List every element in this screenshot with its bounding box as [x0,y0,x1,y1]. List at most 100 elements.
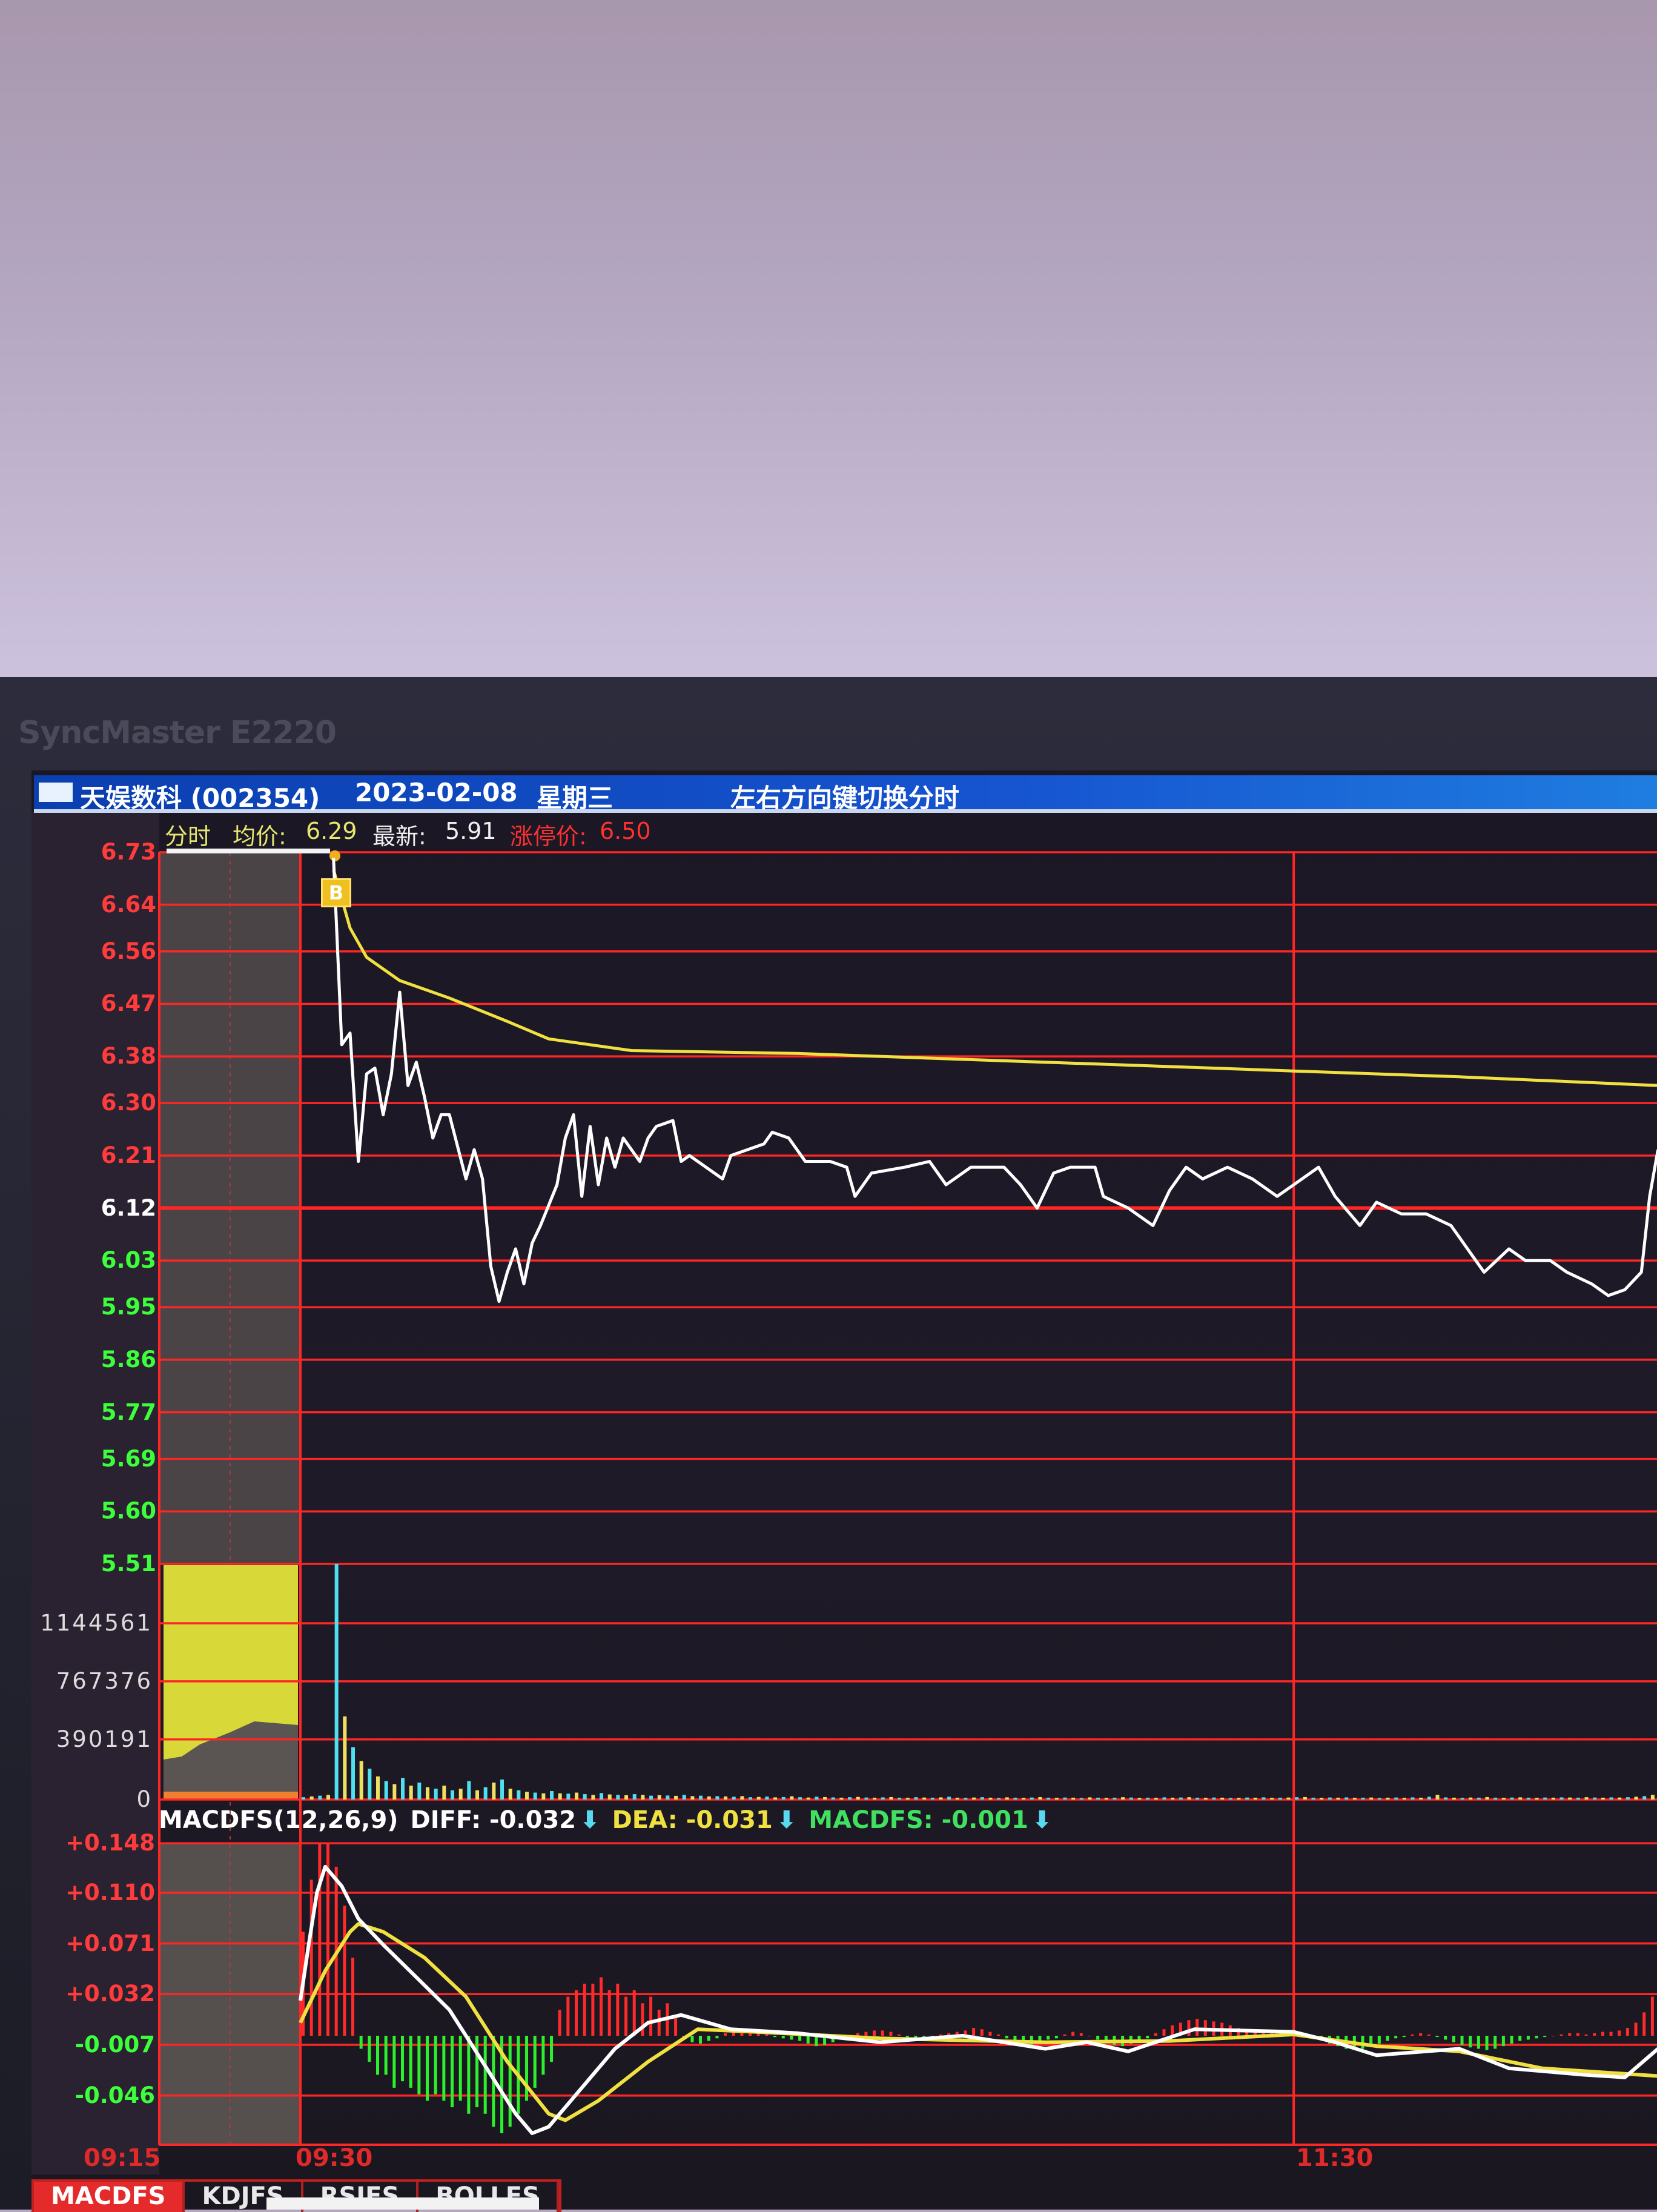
volume-bar [1311,1797,1315,1800]
volume-bar [1162,1797,1166,1800]
macdfs-bar [856,2033,859,2036]
price-axis-label: 5.51 [101,1551,156,1577]
volume-bar [376,1776,380,1800]
volume-bar [1071,1797,1076,1800]
macdfs-bar [1054,2036,1058,2039]
volume-bar [624,1795,629,1800]
macdfs-bar [1047,2036,1050,2040]
macdfs-bar [1510,2036,1513,2044]
volume-bar [1568,1797,1572,1800]
volume-bar [1551,1797,1555,1800]
price-axis-label: 6.64 [101,891,156,918]
volume-bar [690,1796,695,1800]
time-label-1130: 11:30 [1296,2144,1374,2172]
macdfs-bar [657,2010,661,2036]
axis-column [31,812,159,2174]
volume-bar [1386,1797,1390,1800]
volume-bar [1022,1798,1026,1800]
macdfs-bar [475,2036,479,2108]
volume-bar [442,1786,446,1800]
volume-bar [955,1797,959,1800]
macdfs-bar [1477,2036,1480,2049]
macdfs-bar [1162,2029,1166,2036]
time-label-0915: 09:15 [84,2144,161,2172]
volume-bar [1634,1796,1638,1800]
macdfs-bar [343,1906,346,2036]
volume-bar [815,1796,819,1800]
volume-bar [1179,1797,1183,1800]
volume-bar [1278,1797,1282,1800]
macdfs-bar [533,2036,537,2088]
volume-bar [1237,1798,1241,1800]
macdfs-bar [1593,2033,1596,2036]
macdfs-bar [426,2036,429,2101]
volume-bar [889,1796,893,1800]
volume-bar [500,1779,504,1800]
macdfs-bar [1137,2036,1141,2041]
volume-bar [1576,1797,1580,1800]
macdfs-bar [1196,2019,1199,2036]
macdfs-bar [889,2032,893,2036]
white-overlay-strip [266,2197,539,2210]
macdfs-bar [1601,2032,1604,2036]
macdfs-bar [1377,2036,1381,2044]
macdfs-bar [376,2036,380,2075]
volume-bar [1286,1797,1291,1800]
volume-bar [1535,1798,1539,1800]
volume-bar [1212,1797,1216,1800]
price-axis-label: 6.73 [101,839,156,865]
macdfs-bar [864,2032,868,2036]
volume-bar [881,1797,885,1800]
tab-macdfs[interactable]: MACDFS [34,2182,185,2212]
volume-bar [699,1795,703,1800]
macdfs-value: MACDFS: -0.001 [809,1806,1028,1834]
volume-bar [392,1784,397,1800]
volume-bar [749,1797,753,1800]
volume-bar [533,1792,537,1800]
volume-bar [988,1797,993,1800]
macdfs-bar [947,2033,951,2036]
macd-dea-value: DEA: -0.031 [612,1806,773,1834]
volume-bar [1270,1798,1274,1800]
volume-bar [426,1787,430,1800]
macd-axis-label: -0.046 [74,2082,155,2108]
macdfs-bar [1104,2036,1108,2042]
volume-bar [856,1796,860,1800]
macdfs-bar [558,2010,561,2036]
volume-bar [1609,1797,1613,1800]
volume-bar [740,1796,744,1800]
volume-bar [309,1796,314,1800]
macdfs-bar [1568,2033,1572,2036]
macd-indicator-name: MACDFS(12,26,9) [159,1806,399,1834]
volume-bar [302,1797,305,1800]
macdfs-bar [641,2003,644,2036]
stock-name-code: 天娱数科 (002354) [80,783,320,813]
volume-bar [873,1797,877,1800]
title-bar: 天娱数科 (002354) 2023-02-08 星期三 左右方向键切换分时 [34,775,1657,813]
price-axis-label: 5.77 [101,1399,156,1425]
volume-bar [1030,1797,1034,1800]
volume-axis-label: 1144561 [40,1610,153,1636]
macd-axis-label: +0.032 [65,1981,155,2007]
volume-axis-label: 0 [136,1786,153,1812]
volume-bar [1079,1798,1083,1800]
volume-bar [343,1716,347,1800]
volume-bar [1047,1797,1051,1800]
volume-bar [1088,1797,1092,1800]
macdfs-bar [1171,2025,1174,2036]
macdfs-bar [600,1977,603,2036]
macdfs-bar [798,2036,802,2041]
macdfs-bar [1584,2034,1588,2036]
volume-bar [1626,1797,1630,1800]
price-axis-label: 6.12 [101,1194,156,1221]
buy-marker[interactable]: B [321,878,351,907]
macdfs-bar [740,2030,744,2036]
volume-bar [1435,1795,1440,1800]
volume-bar [964,1798,968,1800]
volume-bar [1187,1797,1191,1800]
macdfs-bar [1022,2036,1025,2044]
volume-bar [1203,1798,1208,1800]
macdfs-bar [1559,2034,1563,2036]
avg-price-label: 均价: [233,823,286,850]
price-axis-label: 5.95 [101,1294,156,1320]
